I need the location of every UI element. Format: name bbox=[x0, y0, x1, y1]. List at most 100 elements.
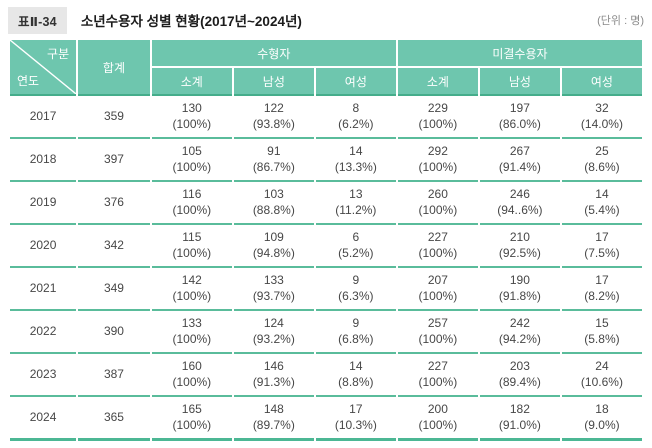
percent-value: (6.2%) bbox=[338, 116, 374, 131]
count-value: 15 bbox=[595, 315, 609, 330]
value-cell: 25 (8.6%) bbox=[561, 139, 642, 182]
count-value: 160 bbox=[181, 358, 202, 373]
percent-value: (5.2%) bbox=[338, 245, 374, 260]
year-cell: 2024 bbox=[10, 397, 77, 441]
header-group-unconvicted: 미결수용자 bbox=[397, 40, 642, 68]
count-value: 207 bbox=[427, 272, 448, 287]
count-value: 91 bbox=[267, 143, 281, 158]
value-cell: 210 (92.5%) bbox=[479, 225, 560, 268]
count-value: 14 bbox=[349, 143, 363, 158]
value-cell: 32 (14.0%) bbox=[561, 96, 642, 139]
value-cell: 13 (11.2%) bbox=[315, 182, 396, 225]
page-title: 소년수용자 성별 현황(2017년~2024년) bbox=[80, 14, 302, 29]
percent-value: (89.4%) bbox=[498, 374, 541, 389]
percent-value: (94.2%) bbox=[498, 331, 541, 346]
percent-value: (86.0%) bbox=[498, 116, 541, 131]
count-value: 142 bbox=[181, 272, 202, 287]
header-convicted-male: 남성 bbox=[233, 68, 314, 96]
value-cell: 207 (100%) bbox=[397, 268, 478, 311]
count-value: 32 bbox=[595, 100, 609, 115]
value-cell: 6 (5.2%) bbox=[315, 225, 396, 268]
value-cell: 109 (94.8%) bbox=[233, 225, 314, 268]
value-cell: 8 (6.2%) bbox=[315, 96, 396, 139]
year-cell: 2017 bbox=[10, 96, 77, 139]
percent-value: (100%) bbox=[418, 245, 458, 260]
count-value: 17 bbox=[595, 272, 609, 287]
percent-value: (8.8%) bbox=[338, 374, 374, 389]
count-value: 148 bbox=[263, 401, 284, 416]
percent-value: (100%) bbox=[418, 374, 458, 389]
value-cell: 229 (100%) bbox=[397, 96, 478, 139]
diagonal-divider bbox=[10, 40, 76, 94]
count-value: 130 bbox=[181, 100, 202, 115]
value-cell: 105 (100%) bbox=[151, 139, 232, 182]
value-cell: 14 (8.8%) bbox=[315, 354, 396, 397]
percent-value: (100%) bbox=[418, 159, 458, 174]
value-cell: 142 (100%) bbox=[151, 268, 232, 311]
value-cell: 257 (100%) bbox=[397, 311, 478, 354]
table-row: 2022 390 133 (100%) 124 (93.2%) 9 (6.8%) 257 (100… bbox=[10, 311, 642, 354]
value-cell: 122 (93.8%) bbox=[233, 96, 314, 139]
header-unconvicted-female: 여성 bbox=[561, 68, 642, 96]
percent-value: (100%) bbox=[418, 288, 458, 303]
percent-value: (100%) bbox=[418, 116, 458, 131]
percent-value: (100%) bbox=[172, 159, 212, 174]
value-cell: 124 (93.2%) bbox=[233, 311, 314, 354]
percent-value: (91.0%) bbox=[498, 417, 541, 432]
value-cell: 200 (100%) bbox=[397, 397, 478, 441]
percent-value: (91.3%) bbox=[252, 374, 295, 389]
value-cell: 130 (100%) bbox=[151, 96, 232, 139]
table-row: 2020 342 115 (100%) 109 (94.8%) 6 (5.2%) 227 (100… bbox=[10, 225, 642, 268]
percent-value: (13.3%) bbox=[334, 159, 377, 174]
count-value: 210 bbox=[509, 229, 530, 244]
count-value: 257 bbox=[427, 315, 448, 330]
header-convicted-female: 여성 bbox=[315, 68, 396, 96]
corner-label-category: 구분 bbox=[47, 47, 70, 61]
percent-value: (94..6%) bbox=[497, 202, 543, 217]
value-cell: 133 (100%) bbox=[151, 311, 232, 354]
percent-value: (89.7%) bbox=[252, 417, 295, 432]
percent-value: (100%) bbox=[172, 288, 212, 303]
table-row: 2018 397 105 (100%) 91 (86.7%) 14 (13.3%) 292 (10… bbox=[10, 139, 642, 182]
percent-value: (11.2%) bbox=[335, 202, 377, 217]
table-row: 2019 376 116 (100%) 103 (88.8%) 13 (11.2%) 260 (1… bbox=[10, 182, 642, 225]
percent-value: (10.3%) bbox=[334, 417, 377, 432]
percent-value: (100%) bbox=[418, 202, 458, 217]
year-cell: 2019 bbox=[10, 182, 77, 225]
value-cell: 148 (89.7%) bbox=[233, 397, 314, 441]
percent-value: (100%) bbox=[172, 116, 212, 131]
year-cell: 2022 bbox=[10, 311, 77, 354]
count-value: 197 bbox=[509, 100, 530, 115]
percent-value: (100%) bbox=[172, 417, 212, 432]
percent-value: (92.5%) bbox=[498, 245, 541, 260]
title-bar: 표Ⅱ-34 소년수용자 성별 현황(2017년~2024년) (단위 : 명) bbox=[8, 6, 644, 34]
year-cell: 2023 bbox=[10, 354, 77, 397]
value-cell: 115 (100%) bbox=[151, 225, 232, 268]
value-cell: 9 (6.3%) bbox=[315, 268, 396, 311]
total-cell: 376 bbox=[78, 182, 150, 225]
percent-value: (5.4%) bbox=[584, 202, 620, 217]
percent-value: (88.8%) bbox=[252, 202, 295, 217]
value-cell: 116 (100%) bbox=[151, 182, 232, 225]
value-cell: 103 (88.8%) bbox=[233, 182, 314, 225]
value-cell: 182 (91.0%) bbox=[479, 397, 560, 441]
header-unconvicted-male: 남성 bbox=[479, 68, 560, 96]
count-value: 115 bbox=[182, 229, 202, 244]
value-cell: 14 (5.4%) bbox=[561, 182, 642, 225]
percent-value: (6.3%) bbox=[338, 288, 374, 303]
count-value: 133 bbox=[181, 315, 202, 330]
value-cell: 15 (5.8%) bbox=[561, 311, 642, 354]
percent-value: (10.6%) bbox=[580, 374, 623, 389]
value-cell: 292 (100%) bbox=[397, 139, 478, 182]
count-value: 9 bbox=[352, 272, 360, 287]
table-body: 2017 359 130 (100%) 122 (93.8%) 8 (6.2%) 229 (100… bbox=[10, 96, 642, 441]
table-row: 2021 349 142 (100%) 133 (93.7%) 9 (6.3%) 207 (100… bbox=[10, 268, 642, 311]
value-cell: 9 (6.8%) bbox=[315, 311, 396, 354]
percent-value: (7.5%) bbox=[584, 245, 620, 260]
count-value: 122 bbox=[263, 100, 284, 115]
value-cell: 91 (86.7%) bbox=[233, 139, 314, 182]
count-value: 292 bbox=[427, 143, 448, 158]
percent-value: (86.7%) bbox=[252, 159, 295, 174]
percent-value: (100%) bbox=[172, 331, 212, 346]
percent-value: (9.0%) bbox=[584, 417, 620, 432]
